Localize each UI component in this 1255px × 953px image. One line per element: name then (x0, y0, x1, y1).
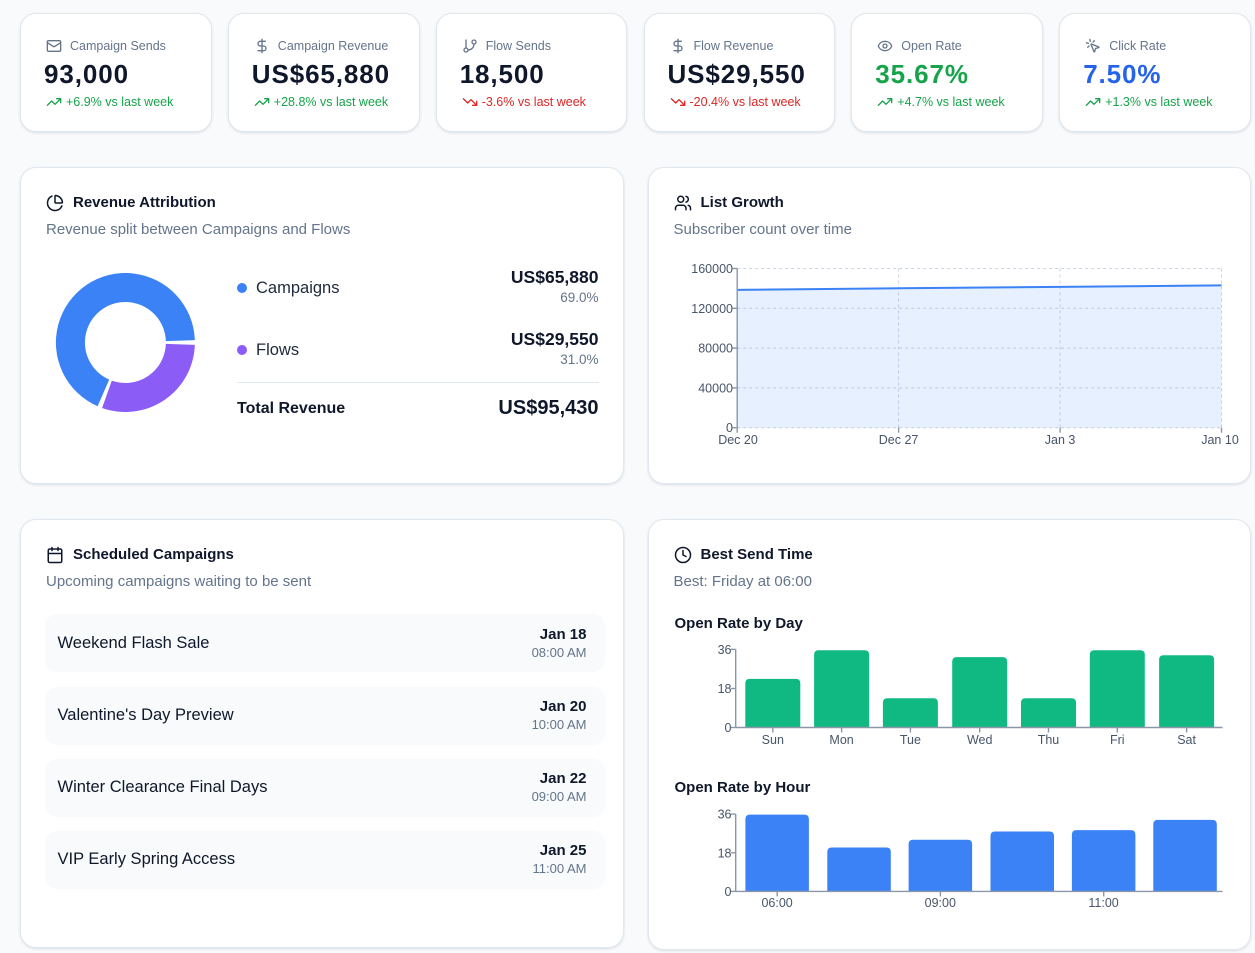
svg-text:06:00: 06:00 (761, 896, 792, 910)
svg-text:Thu: Thu (1037, 733, 1059, 747)
svg-text:Dec 20: Dec 20 (718, 433, 758, 447)
svg-text:36: 36 (717, 808, 731, 822)
svg-text:Sun: Sun (761, 733, 783, 747)
svg-text:Jan 10: Jan 10 (1201, 433, 1239, 447)
svg-text:80000: 80000 (698, 342, 733, 356)
svg-text:Wed: Wed (966, 733, 992, 747)
svg-text:Dec 27: Dec 27 (878, 433, 918, 447)
svg-text:Tue: Tue (899, 733, 920, 747)
svg-text:160000: 160000 (691, 262, 733, 276)
svg-text:120000: 120000 (691, 302, 733, 316)
svg-text:36: 36 (717, 643, 731, 657)
svg-text:Sat: Sat (1177, 733, 1196, 747)
svg-text:09:00: 09:00 (924, 896, 955, 910)
svg-text:Mon: Mon (829, 733, 853, 747)
svg-text:0: 0 (724, 721, 731, 735)
svg-text:40000: 40000 (698, 381, 733, 395)
svg-text:11:00: 11:00 (1088, 896, 1118, 910)
svg-text:18: 18 (717, 846, 731, 860)
svg-text:Jan 3: Jan 3 (1044, 433, 1075, 447)
svg-text:18: 18 (717, 682, 731, 696)
svg-text:0: 0 (724, 885, 731, 899)
svg-text:Fri: Fri (1110, 733, 1125, 747)
svg-text:0: 0 (726, 421, 733, 435)
